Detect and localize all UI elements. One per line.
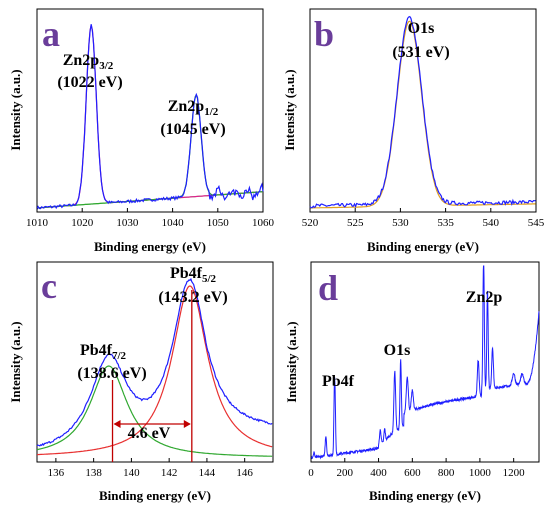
panel-d-xtick-label-3: 600 [404, 467, 421, 479]
panel-c-ylabel: Intensity (a.u.) [8, 321, 23, 402]
panel-c-xtick-label-0: 136 [48, 467, 65, 479]
panel-c-peak2-sub: 5/2 [202, 273, 217, 285]
panel-c-peak1-value: (138.6 eV) [77, 365, 146, 382]
panel-b: 520 525 530 535 540 545 b O1s (531 eV) Bindin… [282, 8, 545, 254]
panel-c-splitting [111, 290, 193, 462]
panel-b-xtick-label-5: 545 [528, 217, 545, 229]
panel-d-zn2p-label: Zn2p [466, 289, 503, 306]
panel-c: 136 138 140 142 144 146 c Pb4f7/2 (138.6 eV) … [8, 261, 274, 503]
panel-b-xtick-label-4: 540 [483, 217, 500, 229]
panel-b-experimental [309, 15, 536, 209]
panel-d-survey [310, 265, 540, 460]
panel-a-xtick-label-2: 1030 [116, 217, 139, 229]
panel-c-split-arrowhead-left [113, 420, 121, 428]
panel-c-peak2-name: Pb4f [170, 265, 203, 282]
panel-b-xtick-label-0: 520 [302, 217, 319, 229]
panel-a-xtick-label-4: 1050 [207, 217, 230, 229]
panel-d: 0 200 400 600 800 1000 1200 d Pb4f O1s Zn2p Bi… [284, 261, 540, 503]
panel-a-peak2-name: Zn2p [168, 98, 205, 115]
panel-a-letter: a [42, 14, 60, 54]
panel-b-xtick-label-3: 535 [437, 217, 454, 229]
panel-c-peak2-label: Pb4f5/2 [170, 265, 217, 285]
panel-c-frame [36, 261, 274, 463]
panel-b-ylabel: Intensity (a.u.) [282, 69, 297, 150]
panel-c-experimental [36, 277, 273, 447]
panel-c-splitting-label: 4.6 eV [128, 425, 171, 442]
panel-c-peak2-value: (143.2 eV) [158, 289, 227, 306]
panel-b-frame [309, 8, 537, 213]
panel-a-xtick-label-0: 1010 [26, 217, 49, 229]
panel-a-xtick-label-1: 1020 [71, 217, 94, 229]
panel-d-xtick-label-1: 200 [337, 467, 354, 479]
panel-b-letter: b [314, 14, 334, 54]
panel-c-xtick-label-2: 140 [123, 467, 140, 479]
panel-a-peak2-label: Zn2p1/2 [168, 98, 219, 118]
panel-d-xtick-label-6: 1200 [503, 467, 526, 479]
panel-c-peak1-label: Pb4f7/2 [80, 342, 127, 362]
panel-d-xtick-label-0: 0 [308, 467, 314, 479]
panel-d-xtick-label-2: 400 [370, 467, 387, 479]
panel-b-peak-value: (531 eV) [392, 44, 449, 61]
panel-c-xlabel: Binding energy (eV) [99, 488, 211, 503]
panel-c-xtick-label-5: 146 [236, 467, 253, 479]
panel-c-split-arrowhead-right [183, 420, 191, 428]
panel-d-xtick-label-5: 1000 [469, 467, 492, 479]
panel-b-xtick-label-1: 525 [347, 217, 364, 229]
panel-a: 1010 1020 1030 1040 1050 1060 a Zn2p3/2 (1022… [8, 8, 275, 254]
panel-a-peak2-value: (1045 eV) [160, 121, 225, 138]
panel-a-peak1-sub: 3/2 [99, 60, 114, 72]
panel-a-xlabel: Binding energy (eV) [94, 239, 206, 254]
panel-c-fit-peak1 [36, 365, 273, 457]
panel-b-xlabel: Binding energy (eV) [367, 239, 479, 254]
panel-d-xtick-label-4: 800 [438, 467, 455, 479]
panel-d-ylabel: Intensity (a.u.) [284, 321, 299, 402]
panel-c-fit-peak2 [37, 285, 273, 456]
panel-d-letter: d [318, 268, 338, 308]
panel-b-peak-label: O1s [408, 20, 435, 37]
panel-d-o1s-label: O1s [384, 342, 411, 359]
panel-a-xtick-label-3: 1040 [162, 217, 185, 229]
panel-a-peak1-label: Zn2p3/2 [63, 52, 114, 72]
panel-a-peak2-sub: 1/2 [204, 106, 219, 118]
panel-c-peak1-sub: 7/2 [112, 350, 127, 362]
panel-d-xlabel: Binding energy (eV) [369, 488, 481, 503]
panel-c-letter: c [41, 266, 57, 306]
panel-a-peak1-name: Zn2p [63, 52, 100, 69]
panel-c-xtick-label-4: 144 [199, 467, 216, 479]
panel-a-frame [36, 8, 264, 213]
panel-c-xtick-label-3: 142 [161, 467, 178, 479]
panel-a-ylabel: Intensity (a.u.) [8, 69, 23, 150]
panel-b-xtick-label-2: 530 [392, 217, 409, 229]
panel-a-peak1-value: (1022 eV) [57, 74, 122, 91]
panel-d-pb4f-label: Pb4f [322, 373, 355, 390]
panel-c-xtick-label-1: 138 [85, 467, 102, 479]
panel-c-peak1-name: Pb4f [80, 342, 113, 359]
panel-d-frame [310, 261, 540, 463]
panel-a-experimental [36, 24, 264, 210]
panel-a-xtick-label-5: 1060 [252, 217, 275, 229]
